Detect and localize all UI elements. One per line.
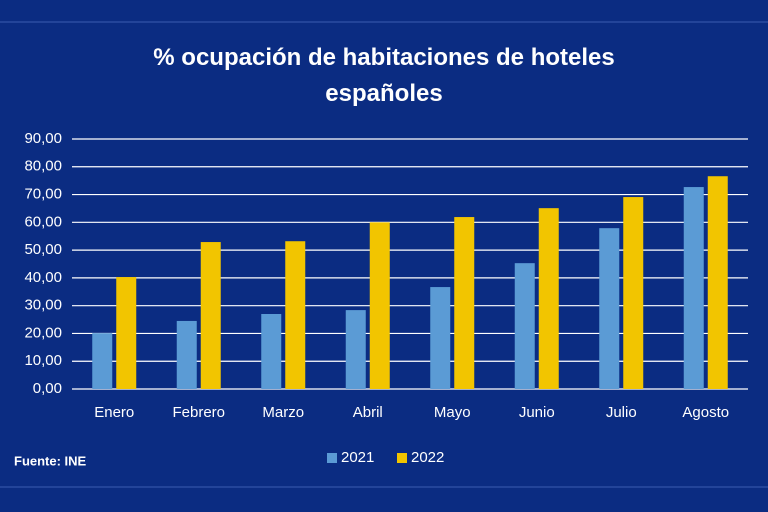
bar <box>345 310 366 389</box>
bar <box>261 314 282 389</box>
y-tick-label: 30,00 <box>24 297 62 314</box>
bar <box>285 241 306 389</box>
x-tick-label: Febrero <box>172 404 225 421</box>
bar <box>707 176 728 389</box>
x-tick-label: Mayo <box>434 404 471 421</box>
y-tick-label: 50,00 <box>24 241 62 258</box>
y-tick-label: 60,00 <box>24 213 62 230</box>
x-tick-label: Junio <box>519 404 555 421</box>
bar <box>514 263 535 389</box>
x-tick-label: Marzo <box>262 404 304 421</box>
source: Fuente: INE <box>14 453 87 468</box>
bar <box>599 228 620 389</box>
bar <box>454 217 475 389</box>
bar <box>623 197 644 389</box>
legend-swatch <box>397 453 407 463</box>
bar <box>430 287 451 389</box>
y-tick-label: 0,00 <box>33 380 62 397</box>
x-tick-label: Enero <box>94 404 134 421</box>
y-tick-label: 70,00 <box>24 186 62 203</box>
legend-label: 2022 <box>411 449 444 466</box>
y-tick-label: 40,00 <box>24 269 62 286</box>
bar <box>116 277 137 389</box>
bar <box>92 333 113 389</box>
x-tick-label: Agosto <box>682 404 729 421</box>
y-tick-label: 20,00 <box>24 324 62 341</box>
bar <box>538 208 559 389</box>
x-tick-label: Julio <box>606 404 637 421</box>
legend-swatch <box>327 453 337 463</box>
bar <box>369 222 390 389</box>
y-tick-label: 90,00 <box>24 130 62 147</box>
y-tick-label: 80,00 <box>24 158 62 175</box>
legend-label: 2021 <box>341 449 374 466</box>
bar <box>176 320 197 389</box>
chart-title: % ocupación de habitaciones de hoteles e… <box>153 44 615 107</box>
bar <box>683 187 704 389</box>
y-tick-label: 10,00 <box>24 352 62 369</box>
bar <box>200 242 221 389</box>
x-tick-label: Abril <box>353 404 383 421</box>
